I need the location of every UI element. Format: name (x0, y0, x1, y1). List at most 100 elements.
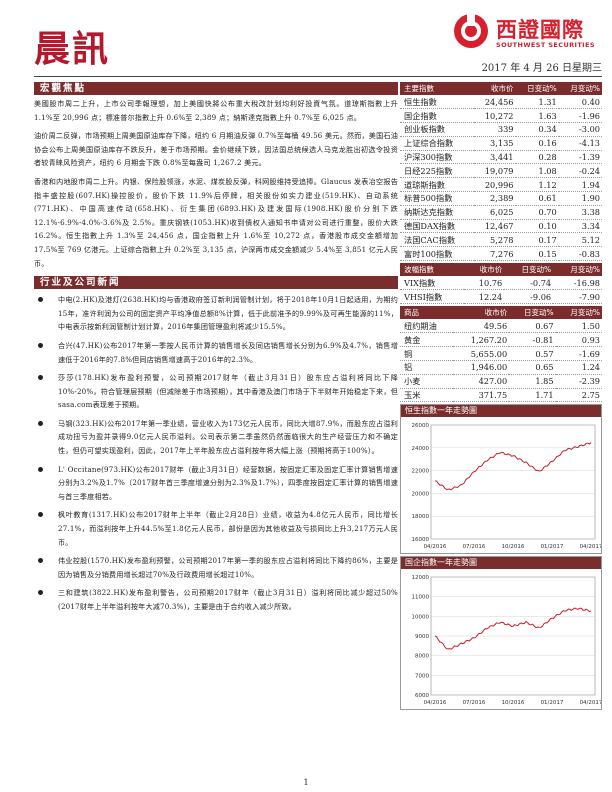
row-value: 6,025 (473, 205, 516, 220)
volatility-table: 波幅指數 收市价 日变动% 月变动% VIX指數 10.76 -0.74 -16.98 VHS… (400, 263, 602, 305)
row-label: 国企指數 (400, 108, 474, 124)
row-value: -2.39 (555, 374, 602, 389)
row-value: 1.24 (555, 360, 602, 375)
row-value: 339 (473, 122, 516, 137)
x-tick-label: 04/2016 (424, 700, 447, 706)
series-line (434, 607, 592, 651)
row-value: -7.90 (553, 289, 602, 305)
news-item: 马钢(323.HK)公布2017年第一季业绩，营业收入为173亿元人民币，同比大… (34, 417, 398, 458)
table-row: 恒生指數 24,456 1.31 0.40 (400, 95, 602, 110)
row-label: 标普500指數 (400, 191, 474, 206)
bullet-icon (38, 466, 43, 472)
indices-header-cell: 收市价 (473, 82, 516, 95)
hsi-chart: 恒生指數一年走勢圖 16000 18000 20000 22000 24000 26000… (400, 404, 602, 555)
x-tick-label: 10/2016 (502, 544, 525, 550)
row-value: -16.98 (553, 276, 602, 291)
x-tick-label: 10/2016 (502, 700, 525, 706)
table-row: 富时100指數 7,276 0.15 -0.83 (400, 246, 602, 262)
row-value: 5.12 (558, 232, 602, 248)
row-value: 1.90 (558, 191, 602, 206)
table-row: 国企指數 10,272 1.63 -1.96 (400, 108, 602, 124)
row-value: 1.50 (555, 319, 602, 334)
bullet-icon (38, 512, 43, 518)
row-label: 创业板指數 (400, 122, 474, 137)
news-heading: 行业及公司新闻 (34, 276, 398, 290)
indices-header-cell: 日变动% (515, 82, 559, 95)
table-row: 黄金 1,267.20 -0.81 0.93 (400, 332, 602, 348)
row-value: 5,655.00 (453, 346, 510, 362)
row-label: 纽约期油 (400, 319, 454, 334)
row-label: 恒生指數 (400, 95, 474, 110)
x-tick-label: 04/2017 (580, 700, 601, 706)
volatility-header-cell: 日变动% (504, 263, 554, 277)
logo-chinese: 西證國際 (496, 18, 584, 42)
row-value: 3.34 (558, 219, 602, 234)
row-value: 7,276 (473, 246, 516, 262)
volatility-header-cell: 月变动% (553, 263, 602, 277)
y-tick-label: 6000 (415, 693, 429, 699)
row-value: 0.34 (515, 122, 559, 137)
volatility-header-cell: 收市价 (464, 263, 505, 277)
table-row: 玉米 371.75 1.71 2.75 (400, 388, 602, 403)
table-row: 创业板指數 339 0.34 -3.00 (400, 122, 602, 137)
x-tick-label: 04/2016 (424, 544, 447, 550)
news-item: 合兴(47.HK)公布2017年第一季按人民币计算的销售增长及同店销售增长分别为… (34, 339, 398, 366)
row-value: -1.96 (558, 108, 602, 124)
news-item: 中电(2.HK)及港灯(2638.HK)均与香港政府签订新利润管制计划，将于20… (34, 293, 398, 334)
table-row: 日经225指數 19,079 1.08 -0.24 (400, 163, 602, 179)
commodities-header-cell: 日变动% (509, 306, 556, 320)
row-value: 3,441 (473, 150, 516, 165)
hscei-chart-plot: 6000 7000 8000 9000 10000 11000 12000 04/2016 07… (412, 575, 602, 706)
row-label: 德国DAX指數 (400, 219, 474, 234)
hsi-chart-plot: 16000 18000 20000 22000 24000 26000 04/2016 07/… (412, 423, 602, 550)
table-row: VHSI指數 12.24 -9.06 -7.90 (400, 289, 602, 305)
row-value: 49.56 (453, 319, 510, 334)
table-row: 沪深300指數 3,441 0.28 -1.39 (400, 150, 602, 165)
hscei-chart: 国企指數一年走勢圖 6000 7000 8000 9000 10000 11000 1200… (400, 556, 602, 711)
row-label: 沪深300指數 (400, 150, 474, 165)
row-label: 日经225指數 (400, 163, 474, 179)
page-header: 晨訊 西證國際 SOUTHWEST SECURITIES 2017 年 4 月 … (0, 0, 612, 88)
logo-mark-icon (454, 13, 488, 48)
row-value: 12,467 (473, 219, 516, 234)
row-value: 427.00 (453, 374, 510, 389)
table-row: 纳斯达克指數 6,025 0.70 3.38 (400, 205, 602, 220)
row-value: 0.15 (515, 246, 559, 262)
macro-section: 美國股市周二上升，上市公司季報理想，加上美國快將公布重大稅改計划均利好投資气氛。… (34, 97, 398, 270)
hsi-chart-title: 恒生指數一年走勢圖 (401, 405, 601, 418)
plot-frame (430, 425, 596, 540)
row-value: 0.16 (515, 136, 559, 151)
row-value: -3.00 (558, 122, 602, 137)
commodities-header-cell: 商品 (400, 306, 454, 320)
row-value: 1.31 (515, 95, 559, 110)
report-date: 2017 年 4 月 26 日星期三 (481, 63, 602, 74)
volatility-header-cell: 波幅指數 (400, 263, 465, 277)
news-item: 三和建筑(3822.HK)发布盈利警告，公司预期2017财年（截止3月31日）溢… (34, 586, 398, 613)
row-value: 0.93 (555, 332, 602, 348)
row-value: 1.63 (515, 108, 559, 124)
row-value: -0.81 (509, 332, 556, 348)
row-label: VIX指數 (400, 276, 465, 291)
row-value: 12.24 (464, 289, 505, 305)
row-value: 1,946.00 (453, 360, 510, 375)
commodities-header-cell: 月变动% (555, 306, 602, 320)
table-row: 上证综合指數 3,135 0.16 -4.13 (400, 136, 602, 151)
y-tick-label: 8000 (415, 654, 429, 660)
row-label: 富时100指數 (400, 246, 474, 262)
macro-paragraph: 美國股市周二上升，上市公司季報理想，加上美國快將公布重大稅改計划均利好投資气氛。… (34, 99, 398, 122)
commodities-table: 商品 收市价 日变动% 月变动% 纽约期油 49.56 0.67 1.50 黄金 1,267.2… (400, 306, 602, 403)
commodities-header-cell: 收市价 (453, 306, 510, 320)
table-row: 铝 1,946.00 0.65 1.24 (400, 360, 602, 375)
x-tick-label: 01/2017 (541, 700, 564, 706)
row-label: 铝 (400, 360, 454, 375)
y-tick-label: 22000 (412, 469, 430, 475)
row-value: 10.76 (464, 276, 505, 291)
bullet-icon (38, 420, 43, 426)
x-tick-label: 01/2017 (541, 544, 564, 550)
row-value: 0.61 (515, 191, 559, 206)
indices-header-cell: 月变动% (558, 82, 602, 95)
x-tick-label: 04/2017 (580, 544, 601, 550)
y-tick-label: 7000 (415, 674, 429, 680)
x-tick-label: 07/2016 (463, 700, 486, 706)
row-value: 5,278 (473, 232, 516, 248)
